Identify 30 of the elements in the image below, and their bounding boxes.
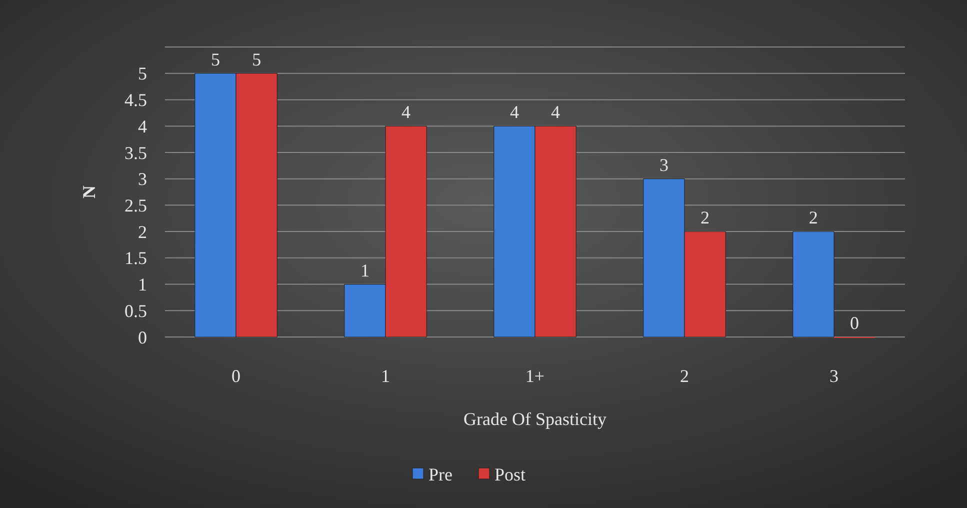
- x-tick-label: 3: [829, 366, 838, 386]
- x-tick-label: 2: [680, 366, 689, 386]
- y-tick-label: 0: [138, 327, 147, 348]
- data-label: 4: [551, 102, 560, 122]
- x-tick-label: 0: [232, 366, 241, 386]
- y-tick-label: 0.5: [124, 300, 147, 321]
- x-axis-title: Grade Of Spasticity: [464, 409, 606, 429]
- y-tick-label: 2: [138, 222, 147, 242]
- data-label: 5: [210, 49, 220, 70]
- y-tick-label: 4.5: [124, 90, 147, 110]
- data-label: 1: [360, 260, 370, 280]
- y-tick-label: 5: [138, 64, 147, 84]
- data-label: 4: [510, 102, 519, 122]
- data-label: 2: [808, 208, 818, 228]
- data-label: 2: [700, 208, 710, 228]
- legend-label: Post: [494, 464, 526, 484]
- y-tick-label: 2.5: [124, 195, 147, 216]
- y-tick-label: 1: [138, 274, 147, 295]
- y-axis-title: N: [79, 186, 99, 198]
- x-tick-label: 1+: [525, 366, 545, 386]
- y-tick-label: 3.5: [124, 142, 147, 163]
- x-tick-label: 1: [381, 366, 390, 386]
- data-label: 5: [252, 49, 262, 70]
- data-label: 3: [659, 154, 668, 175]
- y-tick-label: 3: [138, 169, 147, 190]
- y-tick-label: 4: [138, 116, 147, 136]
- legend-label: Pre: [428, 464, 453, 484]
- data-label: 0: [850, 313, 860, 333]
- y-tick-label: 1.5: [124, 248, 147, 268]
- data-label: 4: [402, 102, 411, 122]
